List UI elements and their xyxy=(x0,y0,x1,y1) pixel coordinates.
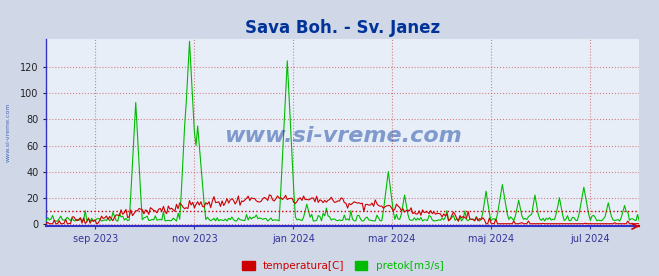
Title: Sava Boh. - Sv. Janez: Sava Boh. - Sv. Janez xyxy=(245,19,440,37)
Legend: temperatura[C], pretok[m3/s]: temperatura[C], pretok[m3/s] xyxy=(242,261,444,271)
Text: www.si-vreme.com: www.si-vreme.com xyxy=(5,103,11,162)
Text: www.si-vreme.com: www.si-vreme.com xyxy=(224,126,461,146)
